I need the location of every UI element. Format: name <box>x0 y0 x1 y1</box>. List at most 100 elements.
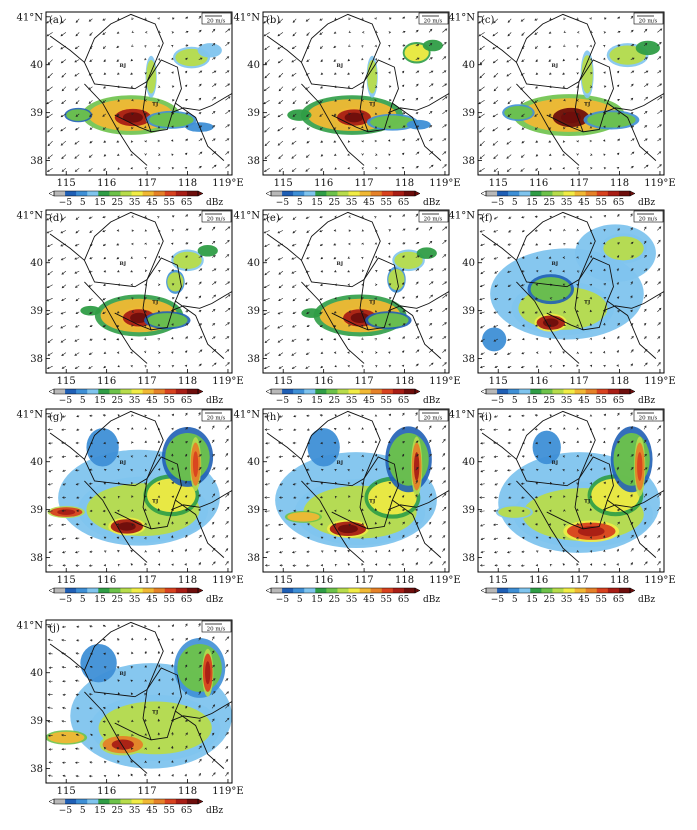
wind-arrow-head <box>102 311 105 315</box>
wind-arrow-head <box>225 535 229 538</box>
wind-arrow-head <box>103 455 107 458</box>
wind-arrow-head <box>361 522 364 526</box>
wind-arrow-head <box>374 536 378 539</box>
beijing-border <box>300 211 381 288</box>
wind-arrow-head <box>429 125 433 128</box>
x-tick-label: 119°E <box>644 178 675 189</box>
wind-arrow-head <box>493 20 496 24</box>
wind-arrow-head <box>277 340 281 343</box>
wind-arrow-head <box>347 283 351 286</box>
wind-arrow-head <box>374 550 378 553</box>
wind-arrow <box>278 257 284 261</box>
wind-arrow-head <box>417 255 420 258</box>
colorbar-segment <box>87 799 99 804</box>
wind-arrow-head <box>226 506 230 510</box>
wind-arrow <box>225 493 230 498</box>
colorbar-high-arrow <box>629 190 636 197</box>
wind-arrow-head <box>131 112 134 116</box>
wind-arrow-head <box>416 242 420 245</box>
wind-arrow-head <box>645 57 648 60</box>
wind-arrow <box>506 72 512 77</box>
x-tick-label: 115 <box>274 376 293 387</box>
x-tick-label: 118 <box>395 575 414 586</box>
echo-cell <box>498 506 531 518</box>
echo-cell <box>482 327 507 352</box>
reference-vector: 20 m/s <box>201 409 232 422</box>
wind-arrow-head <box>47 143 51 147</box>
wind-arrow-head <box>657 453 661 456</box>
wind-arrow-head <box>278 509 281 513</box>
wind-arrow-head <box>130 166 133 170</box>
wind-arrow <box>61 365 67 369</box>
wind-arrow <box>643 362 648 367</box>
y-tick-label: 39 <box>462 306 475 317</box>
wind-arrow <box>428 349 433 353</box>
wind-arrow-head <box>562 153 565 156</box>
colorbar-segment <box>271 588 283 593</box>
wind-arrow-head <box>657 467 661 470</box>
wind-arrow-head <box>199 547 202 551</box>
wind-arrow-head <box>62 469 65 472</box>
plot-frame <box>45 11 233 176</box>
wind-arrow <box>493 429 498 431</box>
wind-arrow <box>506 154 512 159</box>
wind-arrow <box>47 270 53 276</box>
wind-arrow-head <box>292 127 295 131</box>
wind-arrow-head <box>89 141 92 144</box>
wind-arrow-head <box>388 153 391 157</box>
x-tick-label: 117 <box>570 575 589 586</box>
coastline <box>171 291 232 312</box>
wind-arrow-head <box>61 101 64 105</box>
wind-arrow-head <box>227 322 230 325</box>
colorbar-segment <box>337 191 349 196</box>
wind-arrow <box>479 154 485 159</box>
coastline <box>388 93 449 114</box>
province-border <box>266 233 302 261</box>
wind-arrow-head <box>213 690 216 694</box>
colorbar-segment <box>271 191 283 196</box>
wind-arrow <box>493 311 498 314</box>
colorbar-segment <box>530 191 542 196</box>
wind-arrow-head <box>548 441 552 445</box>
wind-arrow-head <box>360 324 364 328</box>
wind-arrow-head <box>443 151 447 154</box>
wind-arrow-head <box>157 85 161 88</box>
wind-arrow-head <box>645 268 648 271</box>
wind-arrow-head <box>320 337 323 341</box>
wind-arrow <box>657 281 661 285</box>
province-border <box>331 511 369 530</box>
wind-arrow-head <box>589 337 592 341</box>
wind-arrow-head <box>589 269 593 273</box>
wind-arrow-head <box>171 745 174 749</box>
wind-arrow-head <box>117 509 120 513</box>
wind-arrow-head <box>200 138 203 141</box>
wind-arrow <box>493 100 499 104</box>
wind-arrow-head <box>494 483 498 486</box>
wind-arrow-head <box>184 152 188 156</box>
wind-arrow-head <box>291 366 295 369</box>
wind-arrow <box>47 59 53 65</box>
wind-arrow-head <box>603 521 606 524</box>
wind-arrow <box>442 254 446 258</box>
wind-arrow-head <box>479 365 483 369</box>
x-tick-label: 115 <box>57 786 76 797</box>
wind-arrow-head <box>171 495 175 499</box>
wind-arrow-head <box>428 521 432 525</box>
wind-arrow-head <box>90 733 93 737</box>
colorbar-segment <box>98 799 110 804</box>
wind-arrow <box>277 113 284 118</box>
province-border <box>546 511 584 530</box>
wind-arrow-head <box>416 281 419 284</box>
colorbar-unit: dBz <box>423 198 440 208</box>
wind-arrow-head <box>575 338 579 341</box>
wind-arrow-head <box>493 428 496 431</box>
y-tick-label: 38 <box>462 553 475 564</box>
wind-arrow-head <box>645 467 648 470</box>
wind-arrow-head <box>534 46 538 50</box>
colorbar: −5 5 15 25 35 45 55 65 dBz <box>48 388 223 406</box>
wind-arrow-head <box>185 242 189 245</box>
wind-arrow-head <box>333 113 337 117</box>
y-tick-label: 39 <box>247 108 260 119</box>
colorbar-tick-label: 45 <box>578 595 590 605</box>
wind-arrow-head <box>171 440 174 444</box>
